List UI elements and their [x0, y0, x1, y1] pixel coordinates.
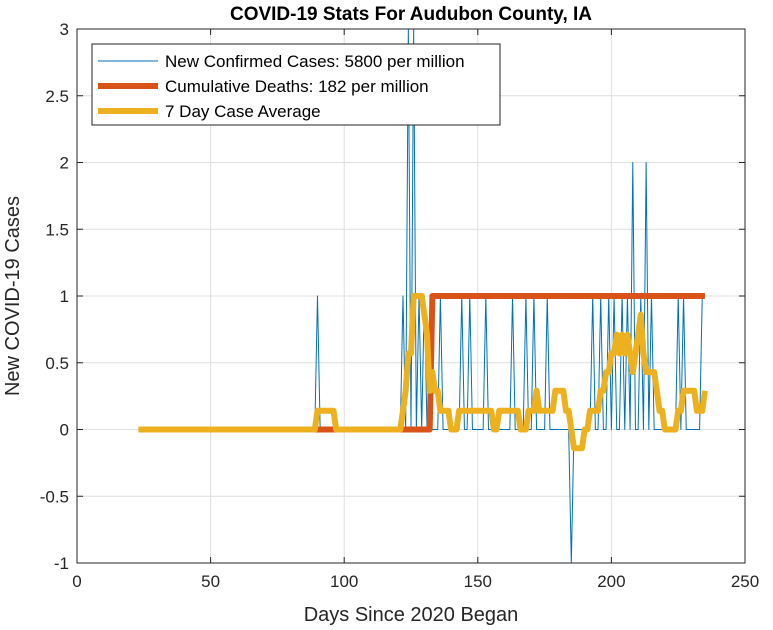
x-axis-label: Days Since 2020 Began — [304, 604, 519, 626]
y-tick-label: -0.5 — [40, 487, 69, 506]
y-tick-label: 1 — [60, 287, 69, 306]
series-group — [138, 29, 708, 563]
axis-ticks: 0 50 100 150 200 250 -1 -0.5 0 0.5 1 1.5 2 2.5 3 — [40, 20, 759, 591]
y-tick-label: 0 — [60, 421, 69, 440]
y-tick-label: 2.5 — [45, 87, 69, 106]
y-axis-label: New COVID-19 Cases — [2, 196, 24, 396]
legend-label-7-day-average: 7 Day Case Average — [165, 102, 321, 121]
legend-label-cumulative-deaths: Cumulative Deaths: 182 per million — [165, 77, 429, 96]
x-tick-label: 50 — [201, 572, 220, 591]
y-tick-label: 1.5 — [45, 220, 69, 239]
x-tick-label: 0 — [72, 572, 81, 591]
y-tick-label: 3 — [60, 20, 69, 39]
y-tick-label: 0.5 — [45, 354, 69, 373]
y-tick-label: 2 — [60, 154, 69, 173]
legend-label-new-cases: New Confirmed Cases: 5800 per million — [165, 52, 465, 71]
x-tick-label: 150 — [464, 572, 492, 591]
x-tick-label: 250 — [731, 572, 759, 591]
legend: New Confirmed Cases: 5800 per million Cu… — [91, 43, 501, 126]
series-new-confirmed-cases — [138, 29, 703, 563]
x-tick-label: 100 — [330, 572, 358, 591]
series-7-day-case-average — [138, 293, 708, 452]
legend-box — [91, 43, 501, 126]
x-tick-label: 200 — [597, 572, 625, 591]
chart-title: COVID-19 Stats For Audubon County, IA — [230, 4, 592, 25]
y-tick-label: -1 — [54, 554, 69, 573]
